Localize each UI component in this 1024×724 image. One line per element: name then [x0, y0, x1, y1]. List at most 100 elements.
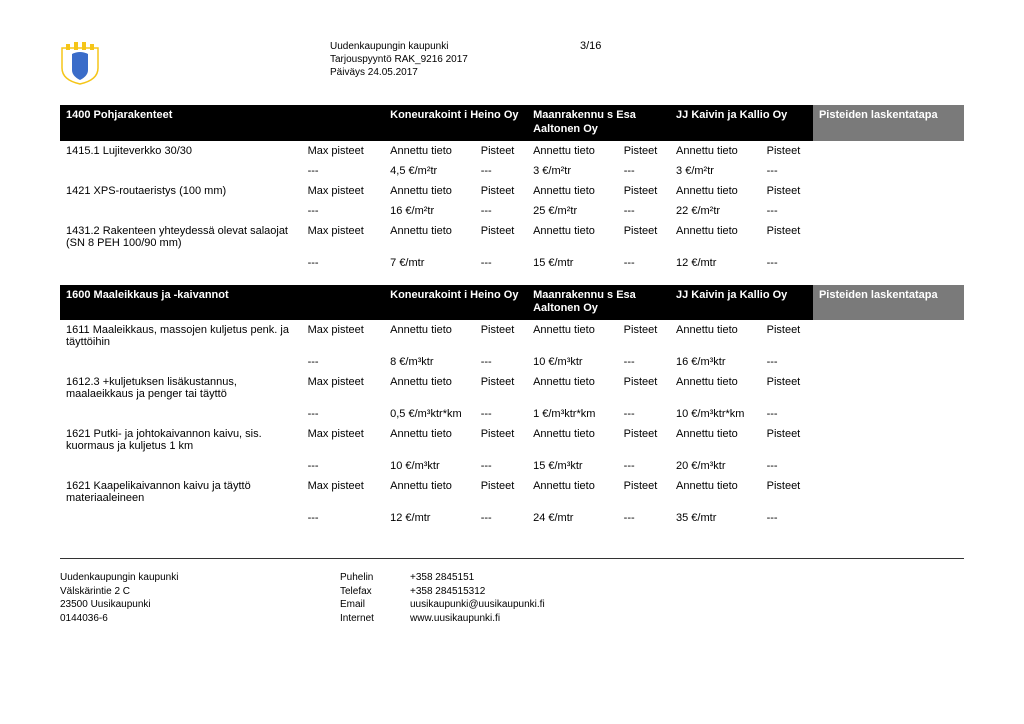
table-row: ---0,5 €/m³ktr*km---1 €/m³ktr*km---10 €/…	[60, 404, 964, 424]
footer-line: +358 2845151	[410, 571, 964, 585]
max-label: Max pisteet	[302, 320, 385, 352]
value-cell: 16 €/m³ktr	[670, 352, 761, 372]
pts-label: Pisteet	[761, 424, 813, 456]
value-cell: 4,5 €/m²tr	[384, 161, 475, 181]
vendor-1: Koneurakoint i Heino Oy	[384, 105, 527, 141]
section1-title: 1400 Pohjarakenteet	[60, 105, 384, 141]
empty-cell	[60, 161, 302, 181]
calc-cell	[813, 253, 964, 273]
value-cell: 3 €/m²tr	[527, 161, 618, 181]
given-label: Annettu tieto	[384, 372, 475, 404]
footer-line: www.uusikaupunki.fi	[410, 612, 964, 626]
footer-divider	[60, 558, 964, 559]
calc-cell	[813, 352, 964, 372]
given-label: Annettu tieto	[670, 221, 761, 253]
calc-header: Pisteiden laskentatapa	[813, 285, 964, 321]
calc-cell	[813, 221, 964, 253]
empty-cell	[60, 352, 302, 372]
calc-cell	[813, 476, 964, 508]
calc-cell	[813, 161, 964, 181]
item-label: 1621 Kaapelikaivannon kaivu ja täyttö ma…	[60, 476, 302, 508]
dash-cell: ---	[302, 201, 385, 221]
value-cell: 10 €/m³ktr	[527, 352, 618, 372]
dash-cell: ---	[475, 404, 527, 424]
value-cell: 24 €/mtr	[527, 508, 618, 528]
item-label: 1415.1 Lujiteverkko 30/30	[60, 141, 302, 161]
given-label: Annettu tieto	[527, 476, 618, 508]
pts-label: Pisteet	[761, 141, 813, 161]
vendor-3: JJ Kaivin ja Kallio Oy	[670, 105, 813, 141]
header-text: Uudenkaupungin kaupunki Tarjouspyyntö RA…	[330, 40, 964, 79]
header: Uudenkaupungin kaupunki Tarjouspyyntö RA…	[60, 40, 964, 85]
value-cell: 16 €/m²tr	[384, 201, 475, 221]
page: Uudenkaupungin kaupunki Tarjouspyyntö RA…	[0, 0, 1024, 724]
dash-cell: ---	[302, 456, 385, 476]
footer-line: +358 284515312	[410, 585, 964, 599]
dash-cell: ---	[618, 201, 670, 221]
dash-cell: ---	[761, 352, 813, 372]
empty-cell	[60, 201, 302, 221]
item-label: 1612.3 +kuljetuksen lisäkustannus, maala…	[60, 372, 302, 404]
value-cell: 12 €/mtr	[670, 253, 761, 273]
footer-line: Telefax	[340, 585, 410, 599]
dash-cell: ---	[618, 508, 670, 528]
section2-title: 1600 Maaleikkaus ja -kaivannot	[60, 285, 384, 321]
item-label: 1431.2 Rakenteen yhteydessä olevat salao…	[60, 221, 302, 253]
value-cell: 15 €/m³ktr	[527, 456, 618, 476]
table-row: 1611 Maaleikkaus, massojen kuljetus penk…	[60, 320, 964, 352]
value-cell: 0,5 €/m³ktr*km	[384, 404, 475, 424]
value-cell: 12 €/mtr	[384, 508, 475, 528]
pts-label: Pisteet	[475, 141, 527, 161]
dash-cell: ---	[761, 404, 813, 424]
footer-labels: Puhelin Telefax Email Internet	[340, 571, 410, 625]
pts-label: Pisteet	[618, 424, 670, 456]
given-label: Annettu tieto	[670, 141, 761, 161]
vendor-2: Maanrakennu s Esa Aaltonen Oy	[527, 105, 670, 141]
dash-cell: ---	[302, 352, 385, 372]
pts-label: Pisteet	[761, 181, 813, 201]
dash-cell: ---	[761, 201, 813, 221]
value-cell: 1 €/m³ktr*km	[527, 404, 618, 424]
dash-cell: ---	[475, 161, 527, 181]
footer-line: Uudenkaupungin kaupunki	[60, 571, 340, 585]
table-row: ---7 €/mtr---15 €/mtr---12 €/mtr---	[60, 253, 964, 273]
section1-table: 1400 Pohjarakenteet Koneurakoint i Heino…	[60, 105, 964, 273]
given-label: Annettu tieto	[527, 424, 618, 456]
pts-label: Pisteet	[475, 372, 527, 404]
pts-label: Pisteet	[618, 221, 670, 253]
table-row: 1431.2 Rakenteen yhteydessä olevat salao…	[60, 221, 964, 253]
max-label: Max pisteet	[302, 221, 385, 253]
item-label: 1621 Putki- ja johtokaivannon kaivu, sis…	[60, 424, 302, 456]
pts-label: Pisteet	[618, 320, 670, 352]
given-label: Annettu tieto	[670, 320, 761, 352]
vendor-2: Maanrakennu s Esa Aaltonen Oy	[527, 285, 670, 321]
pts-label: Pisteet	[761, 320, 813, 352]
value-cell: 25 €/m²tr	[527, 201, 618, 221]
pts-label: Pisteet	[475, 181, 527, 201]
calc-cell	[813, 141, 964, 161]
pts-label: Pisteet	[618, 181, 670, 201]
pts-label: Pisteet	[761, 221, 813, 253]
dash-cell: ---	[302, 161, 385, 181]
value-cell: 7 €/mtr	[384, 253, 475, 273]
value-cell: 10 €/m³ktr	[384, 456, 475, 476]
dash-cell: ---	[761, 456, 813, 476]
dash-cell: ---	[618, 352, 670, 372]
section2-table: 1600 Maaleikkaus ja -kaivannot Koneurako…	[60, 285, 964, 529]
dash-cell: ---	[302, 508, 385, 528]
footer-contacts: +358 2845151 +358 284515312 uusikaupunki…	[410, 571, 964, 625]
pts-label: Pisteet	[618, 476, 670, 508]
item-label: 1421 XPS-routaeristys (100 mm)	[60, 181, 302, 201]
pts-label: Pisteet	[475, 320, 527, 352]
dash-cell: ---	[475, 352, 527, 372]
pts-label: Pisteet	[618, 372, 670, 404]
empty-cell	[60, 508, 302, 528]
table-row: 1415.1 Lujiteverkko 30/30Max pisteetAnne…	[60, 141, 964, 161]
vendor-1: Koneurakoint i Heino Oy	[384, 285, 527, 321]
dash-cell: ---	[761, 508, 813, 528]
table-row: 1621 Putki- ja johtokaivannon kaivu, sis…	[60, 424, 964, 456]
given-label: Annettu tieto	[527, 320, 618, 352]
given-label: Annettu tieto	[384, 181, 475, 201]
dash-cell: ---	[618, 404, 670, 424]
value-cell: 35 €/mtr	[670, 508, 761, 528]
